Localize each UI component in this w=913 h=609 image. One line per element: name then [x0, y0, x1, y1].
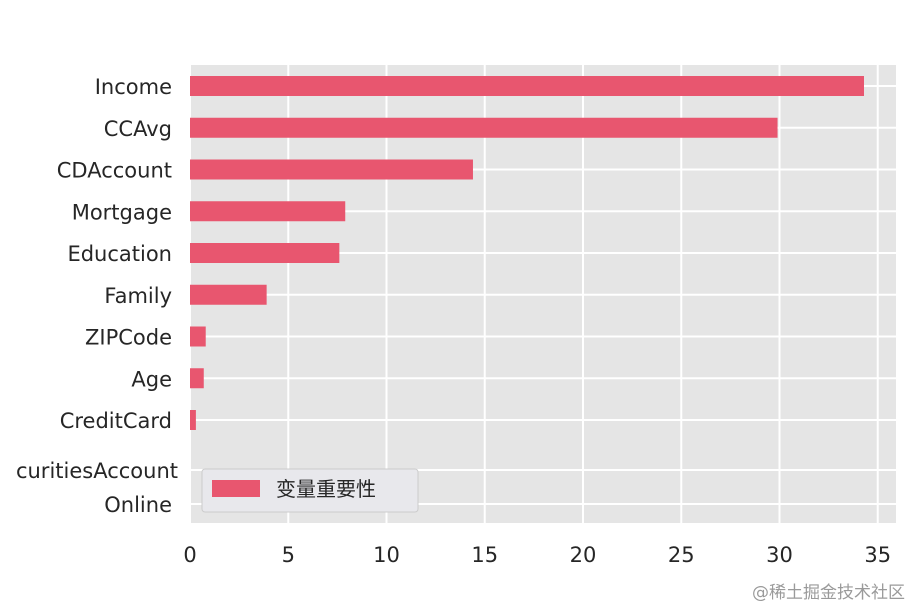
y-tick-label: CDAccount — [57, 159, 172, 183]
bar-zipcode — [190, 326, 206, 347]
bar-family — [190, 284, 267, 305]
bar-age — [190, 368, 204, 389]
bar-cdaccount — [190, 159, 473, 180]
y-tick-label: CCAvg — [104, 117, 172, 141]
y-tick-label: Online — [104, 493, 172, 517]
x-tick-label: 15 — [471, 543, 498, 567]
x-tick-label: 5 — [282, 543, 295, 567]
x-tick-labels: 0 5 10 15 20 25 30 35 — [183, 543, 891, 567]
legend-box — [201, 468, 419, 513]
x-tick-label: 35 — [864, 543, 891, 567]
x-tick-label: 25 — [668, 543, 695, 567]
bar-income — [190, 76, 864, 96]
legend: 变量重要性 — [201, 468, 419, 513]
y-tick-label: CreditCard — [60, 409, 172, 433]
legend-label: 变量重要性 — [276, 477, 376, 501]
y-tick-label: ZIPCode — [85, 326, 172, 350]
x-tick-label: 30 — [766, 543, 793, 567]
bar-mortgage — [190, 201, 346, 222]
legend-swatch — [212, 480, 260, 497]
bar-creditcard — [190, 410, 196, 430]
y-tick-labels: Income CCAvg CDAccount Mortgage Education Fam… — [16, 75, 178, 517]
y-tick-label: Age — [131, 367, 172, 391]
y-tick-label: curitiesAccount — [16, 459, 178, 483]
y-tick-label: Family — [104, 284, 172, 308]
x-tick-label: 20 — [570, 543, 597, 567]
x-tick-label: 10 — [373, 543, 400, 567]
y-tick-label: Income — [95, 75, 172, 99]
bars — [190, 76, 864, 430]
bar-ccavg — [190, 117, 778, 138]
y-tick-label: Education — [67, 242, 172, 266]
x-tick-label: 0 — [183, 543, 196, 567]
y-tick-label: Mortgage — [72, 200, 172, 224]
bar-education — [190, 243, 340, 263]
watermark-text: @稀土掘金技术社区 — [752, 583, 905, 603]
